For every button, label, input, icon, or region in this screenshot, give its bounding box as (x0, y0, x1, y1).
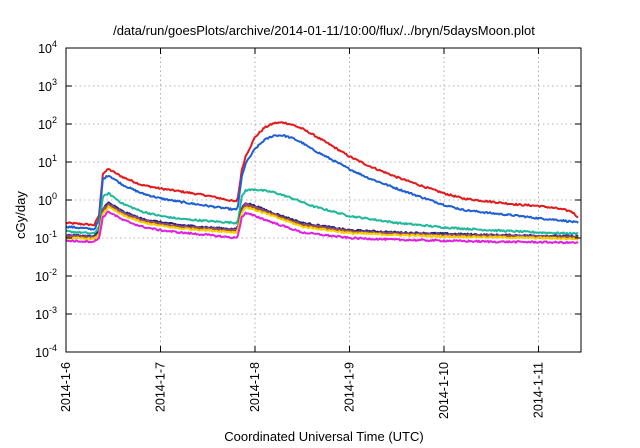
y-tick-base: 10 (38, 80, 52, 94)
y-tick-exponent: -1 (49, 229, 57, 239)
y-tick-label: 10-2 (35, 267, 57, 284)
series-line-teal (65, 188, 579, 236)
y-tick-label: 104 (38, 39, 57, 56)
chart-title: /data/run/goesPlots/archive/2014-01-11/1… (113, 23, 535, 38)
y-tick-label: 10-1 (35, 229, 57, 246)
y-tick-exponent: -2 (49, 267, 57, 277)
y-tick-base: 10 (35, 232, 49, 246)
y-tick-label: 10-4 (35, 343, 57, 360)
series-line-yellow (65, 205, 579, 241)
y-tick-base: 10 (35, 270, 49, 284)
series-line-magenta (65, 210, 579, 245)
series-line-red (65, 121, 579, 227)
y-tick-exponent: 2 (52, 115, 57, 125)
x-tick-label: 2014-1-11 (531, 362, 545, 418)
y-tick-exponent: 0 (52, 191, 57, 201)
y-tick-base: 10 (38, 156, 52, 170)
y-tick-label: 101 (38, 153, 57, 170)
y-tick-base: 10 (35, 308, 49, 322)
x-tick-label: 2014-1-7 (153, 362, 167, 412)
y-axis-label: cGy/day (13, 191, 28, 239)
y-tick-base: 10 (38, 194, 52, 208)
x-tick-label: 2014-1-6 (59, 362, 73, 412)
y-tick-exponent: -3 (49, 305, 57, 315)
y-tick-exponent: -4 (49, 343, 57, 353)
y-tick-label: 10-3 (35, 305, 57, 322)
x-tick-label: 2014-1-8 (248, 362, 262, 412)
series-line-blue (65, 134, 579, 231)
y-tick-label: 102 (38, 115, 57, 132)
x-tick-label: 2014-1-10 (437, 362, 451, 419)
y-tick-exponent: 1 (52, 153, 57, 163)
x-tick-label: 2014-1-9 (342, 362, 356, 412)
grid (65, 47, 581, 353)
series-group (65, 121, 579, 245)
y-tick-label: 100 (38, 191, 57, 208)
y-tick-base: 10 (38, 42, 52, 56)
y-tick-label: 103 (38, 77, 57, 94)
y-tick-exponent: 3 (52, 77, 57, 87)
y-tick-exponent: 4 (52, 39, 57, 49)
y-tick-base: 10 (38, 118, 52, 132)
y-tick-base: 10 (35, 346, 49, 360)
x-axis-label: Coordinated Universal Time (UTC) (224, 429, 423, 444)
